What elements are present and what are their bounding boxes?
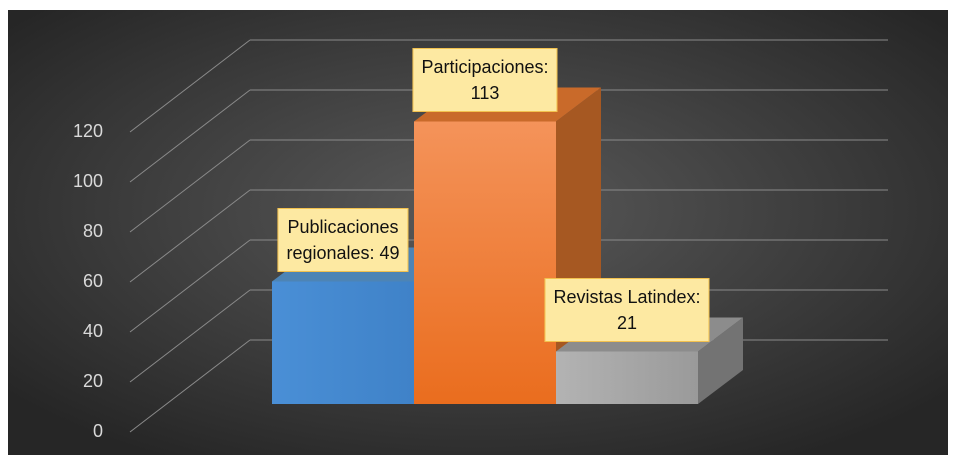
grid-line-side (129, 89, 251, 183)
y-tick-label: 120 (73, 121, 103, 141)
y-tick-label: 60 (83, 271, 103, 291)
grid-line-side (129, 289, 251, 383)
y-tick-label: 80 (83, 221, 103, 241)
grid-line-side (129, 339, 251, 433)
data-label: Participaciones: 113 (412, 47, 558, 112)
bar (556, 351, 698, 404)
bar-side (698, 317, 743, 404)
y-tick-label: 40 (83, 321, 103, 341)
grid-line-side (129, 189, 251, 283)
data-label: Publicaciones regionales: 49 (277, 207, 409, 272)
grid-line-side (129, 139, 251, 233)
data-label: Revistas Latindex: 21 (544, 277, 710, 342)
grid-line-side (129, 239, 251, 333)
bar (272, 281, 414, 404)
y-tick-label: 20 (83, 371, 103, 391)
y-tick-label: 0 (93, 421, 103, 441)
grid-line-side (129, 39, 251, 133)
y-tick-label: 100 (73, 171, 103, 191)
bar (414, 121, 556, 404)
